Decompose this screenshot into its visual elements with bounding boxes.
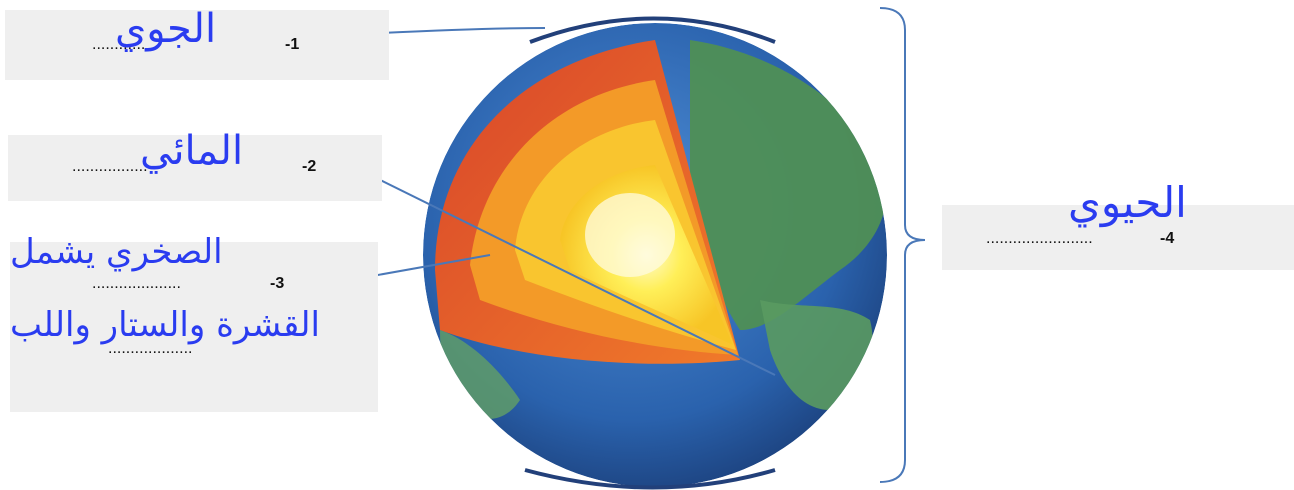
label-number-4: -4 (1160, 230, 1175, 247)
answer-atmosphere: الجوي (115, 6, 217, 52)
label-box-4 (942, 205, 1294, 270)
answer-hydrosphere: المائي (140, 128, 244, 174)
atmosphere-arc-top (529, 16, 776, 44)
continent-shape (760, 300, 873, 410)
label-number-1: -1 (285, 36, 300, 53)
answer-blank-1: ............ (92, 36, 146, 53)
answer-blank-3b: ................... (108, 340, 193, 357)
answer-blank-3: .................... (92, 275, 181, 292)
label-number-3: -3 (270, 275, 285, 292)
label-box-2 (8, 135, 382, 201)
answer-blank-4: ........................ (986, 230, 1093, 247)
continent-shape (690, 40, 887, 330)
label-box-1 (5, 10, 389, 80)
earth-globe (423, 23, 887, 487)
answer-blank-2: ................. (72, 158, 148, 175)
label-number-2: -2 (302, 158, 317, 175)
biosphere-bracket (879, 7, 926, 483)
core-center (585, 193, 675, 277)
answer-lithosphere-line2: القشرة والستار واللب (10, 305, 320, 345)
answer-biosphere: الحيوي (1068, 178, 1187, 227)
label-box-3 (10, 242, 378, 412)
atmosphere-arc-bottom (524, 468, 776, 490)
answer-lithosphere-line1: الصخري يشمل (10, 232, 223, 272)
